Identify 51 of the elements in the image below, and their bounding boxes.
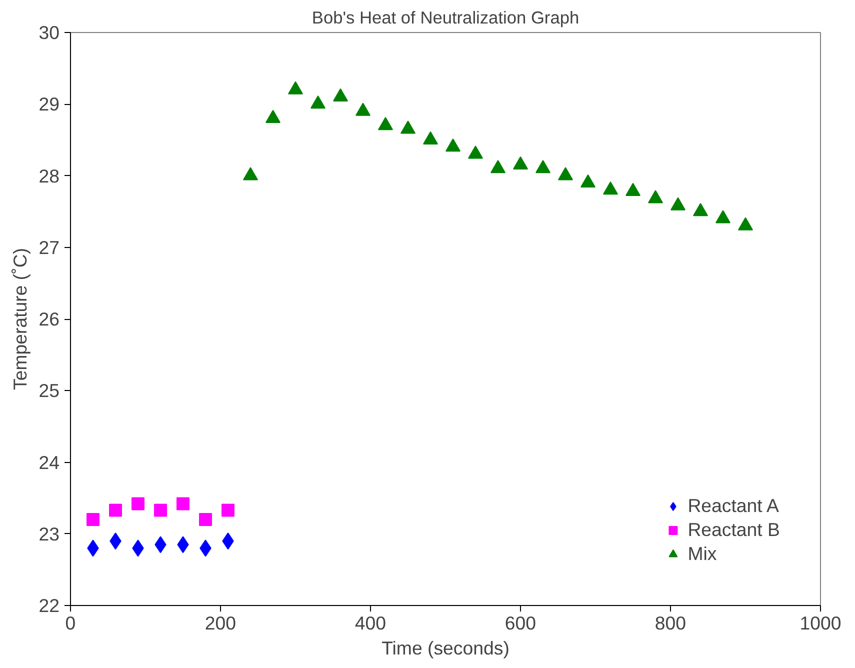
point bbox=[738, 217, 753, 230]
x-tick-label: 0 bbox=[65, 612, 76, 634]
point bbox=[176, 497, 190, 510]
point bbox=[356, 102, 370, 116]
y-tick-label: 25 bbox=[38, 380, 60, 402]
point bbox=[222, 504, 234, 517]
x-tick-label: 200 bbox=[204, 612, 236, 634]
y-tick-label: 26 bbox=[38, 308, 60, 330]
point bbox=[400, 120, 416, 134]
point bbox=[580, 174, 596, 188]
point bbox=[513, 156, 528, 170]
chart-title: Bob's Heat of Neutralization Graph bbox=[312, 8, 580, 28]
point bbox=[109, 504, 122, 517]
point bbox=[648, 190, 663, 204]
y-tick-label: 30 bbox=[38, 22, 60, 43]
y-tick-label: 24 bbox=[38, 452, 60, 473]
point bbox=[132, 497, 144, 510]
point bbox=[378, 117, 393, 130]
legend-label: Mix bbox=[688, 543, 717, 565]
point bbox=[558, 167, 573, 180]
point bbox=[310, 96, 326, 109]
point bbox=[243, 167, 258, 180]
point bbox=[603, 181, 618, 195]
point bbox=[199, 513, 212, 526]
point bbox=[86, 513, 100, 526]
x-tick-label: 600 bbox=[504, 612, 536, 634]
y-tick-label: 29 bbox=[38, 94, 60, 115]
x-axis-title: Time (seconds) bbox=[382, 638, 510, 658]
y-tick-label: 22 bbox=[38, 595, 60, 616]
point bbox=[333, 88, 348, 102]
point bbox=[490, 160, 506, 174]
point bbox=[154, 504, 167, 517]
y-tick-label: 27 bbox=[38, 236, 60, 258]
point bbox=[536, 160, 550, 174]
point bbox=[693, 202, 708, 216]
point bbox=[266, 110, 280, 123]
point bbox=[716, 210, 730, 224]
legend-label: Reactant A bbox=[688, 495, 779, 517]
point bbox=[626, 182, 640, 196]
x-tick-label: 800 bbox=[654, 612, 686, 634]
x-tick-label: 1000 bbox=[800, 612, 842, 634]
point bbox=[468, 146, 483, 159]
point bbox=[423, 131, 438, 144]
legend-label: Reactant B bbox=[688, 519, 780, 541]
y-tick-label: 28 bbox=[38, 165, 60, 186]
point bbox=[670, 197, 686, 210]
point bbox=[288, 81, 303, 94]
x-tick-label: 400 bbox=[354, 612, 386, 634]
y-tick-label: 23 bbox=[38, 523, 60, 544]
y-axis-title: Temperature (˚C) bbox=[10, 248, 31, 390]
point bbox=[446, 138, 460, 152]
